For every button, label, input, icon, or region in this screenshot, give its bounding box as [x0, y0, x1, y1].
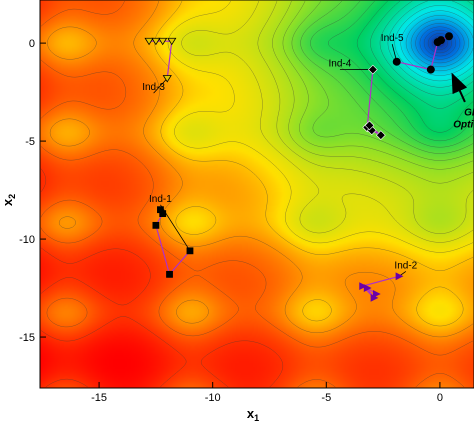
individual-label-1: Ind-1 — [149, 194, 172, 205]
x-tick-label: -10 — [205, 392, 221, 404]
y-tick-label: -5 — [25, 136, 35, 148]
y-tick-label: 0 — [29, 38, 35, 50]
x-tick-label: -15 — [91, 392, 107, 404]
global-optimum-label-line1: Global — [464, 108, 474, 119]
y-axis-label-subscript: 2 — [7, 194, 17, 199]
individual-marker — [187, 247, 194, 254]
individual-marker — [437, 36, 445, 44]
individual-marker — [445, 32, 453, 40]
x-tick-label: -5 — [321, 392, 331, 404]
individual-label-2: Ind-2 — [394, 260, 417, 271]
individual-marker — [152, 222, 159, 229]
individual-label-5: Ind-5 — [381, 33, 404, 44]
x-axis-label: x1 — [247, 406, 259, 422]
x-tick-label: 0 — [437, 392, 443, 404]
y-tick-label: -15 — [19, 332, 35, 344]
individual-label-4: Ind-4 — [329, 59, 352, 70]
individual-marker — [166, 271, 173, 278]
heatmap-surface — [40, 0, 474, 388]
x-axis-label-subscript: 1 — [254, 413, 259, 422]
y-axis-label: x2 — [0, 194, 17, 206]
individual-marker — [427, 66, 435, 74]
y-tick-label: -10 — [19, 234, 35, 246]
individual-label-3: Ind-3 — [142, 82, 165, 93]
individual-marker — [393, 58, 401, 66]
individual-marker — [157, 206, 164, 213]
global-optimum-label-line2: Optimmum — [453, 120, 474, 131]
